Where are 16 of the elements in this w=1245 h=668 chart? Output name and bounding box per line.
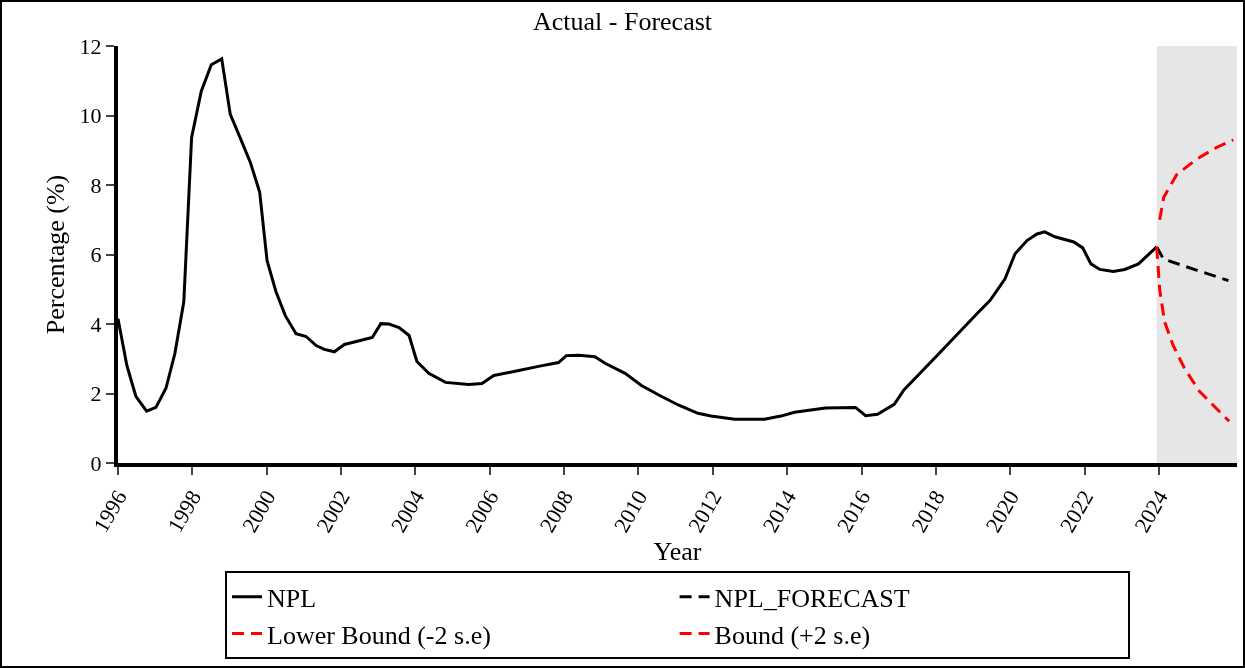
legend-label: NPL_FORECAST — [714, 583, 910, 613]
y-axis-title: Percentage (%) — [41, 174, 71, 335]
legend-label: Bound (+2 s.e) — [714, 620, 871, 650]
y-tick-label: 12 — [79, 33, 102, 59]
line-series — [1158, 138, 1235, 222]
y-tick-label: 0 — [90, 450, 102, 476]
line-series — [1155, 245, 1231, 423]
legend-label: NPL — [267, 583, 317, 613]
y-tick-label: 2 — [90, 381, 102, 407]
y-tick-label: 8 — [90, 172, 102, 198]
chart-title: Actual - Forecast — [532, 7, 713, 37]
y-tick-label: 10 — [79, 103, 102, 129]
y-tick-label: 6 — [90, 242, 102, 268]
y-tick-label: 4 — [90, 311, 102, 337]
x-axis-title: Year — [653, 536, 702, 566]
legend-label: Lower Bound (-2 s.e) — [267, 620, 491, 650]
